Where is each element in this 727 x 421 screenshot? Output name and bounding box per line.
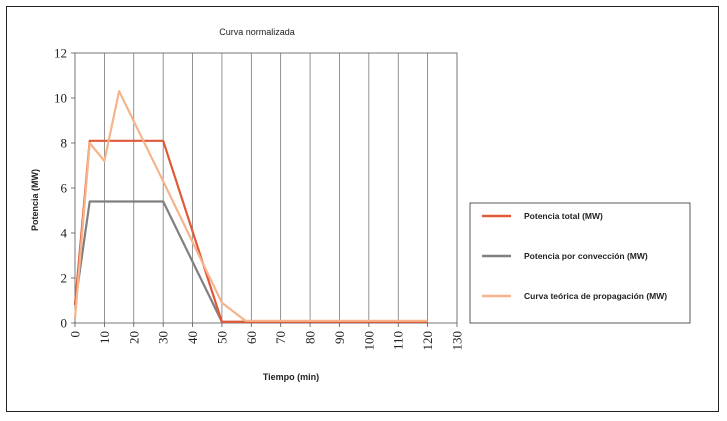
y-tick-label: 8 [61,136,68,151]
y-tick-label: 2 [61,271,68,286]
x-tick-label: 0 [68,331,83,338]
legend-label-1: Potencia por convección (MW) [524,251,648,261]
x-tick-label: 20 [126,331,141,344]
series-lines [73,90,428,323]
y-tick-label: 4 [61,226,68,241]
x-tick-label: 120 [420,331,435,351]
x-tick-label: 70 [273,331,288,344]
plot-area [74,52,458,324]
y-tick-label: 6 [61,181,68,196]
y-axis-label: Potencia (MW) [30,169,40,231]
x-tick-label: 80 [303,331,318,344]
x-tick-label: 30 [156,331,171,344]
x-tick-label: 60 [244,331,259,344]
x-tick-label: 130 [450,331,465,351]
grid-lines [104,53,428,323]
x-tick-label: 110 [391,331,406,350]
x-tick-label: 10 [97,331,112,344]
y-tick-label: 12 [54,46,67,61]
chart-title: Curva normalizada [219,27,295,37]
x-tick-label: 100 [361,331,376,351]
y-tick-labels: 0 2 4 6 8 10 12 [54,46,75,331]
legend-box [469,202,691,324]
legend-label-2: Curva teórica de propagación (MW) [524,291,667,301]
series-line-2 [73,90,428,322]
x-tick-label: 50 [214,331,229,344]
x-axis-label: Tiempo (min) [263,372,319,382]
legend: Potencia total (MW) Potencia por convecci… [482,211,667,301]
x-tick-label: 40 [185,331,200,344]
legend-label-0: Potencia total (MW) [524,211,603,221]
x-tick-labels: 0 10 20 30 40 50 60 70 80 90 100 110 120 130 [68,323,465,351]
y-tick-label: 10 [54,91,67,106]
y-tick-label: 0 [61,316,68,331]
x-tick-label: 90 [332,331,347,344]
